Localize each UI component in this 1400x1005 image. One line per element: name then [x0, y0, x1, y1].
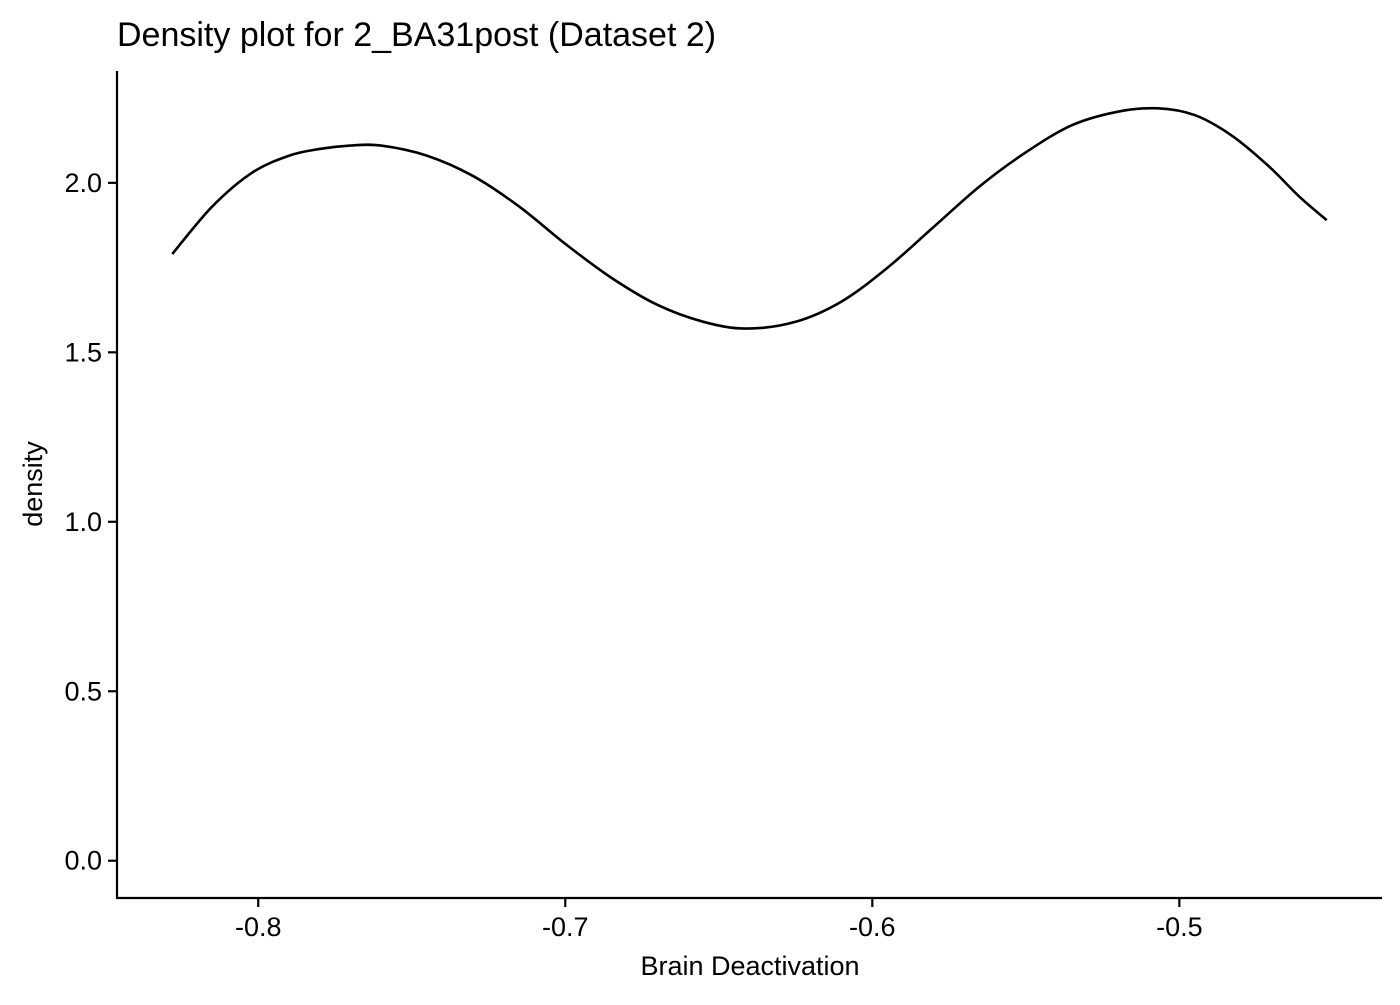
plot-area	[171, 106, 1328, 330]
y-tick-label: 2.0	[64, 168, 102, 198]
x-tick-label: -0.7	[542, 912, 589, 942]
x-axis-title: Brain Deactivation	[640, 951, 859, 981]
x-tick-label: -0.8	[235, 912, 282, 942]
y-tick-label: 0.5	[64, 676, 102, 706]
density-curve	[171, 106, 1328, 330]
x-tick-label: -0.6	[849, 912, 896, 942]
x-tick-label: -0.5	[1156, 912, 1203, 942]
y-axis-title: density	[18, 441, 48, 527]
y-axis-ticks: 0.0 0.5 1.0 1.5 2.0	[64, 168, 117, 876]
chart-title: Density plot for 2_BA31post (Dataset 2)	[117, 16, 716, 54]
x-axis-ticks: -0.8 -0.7 -0.6 -0.5	[235, 898, 1203, 942]
y-tick-label: 0.0	[64, 846, 102, 876]
y-tick-label: 1.5	[64, 337, 102, 367]
y-tick-label: 1.0	[64, 507, 102, 537]
